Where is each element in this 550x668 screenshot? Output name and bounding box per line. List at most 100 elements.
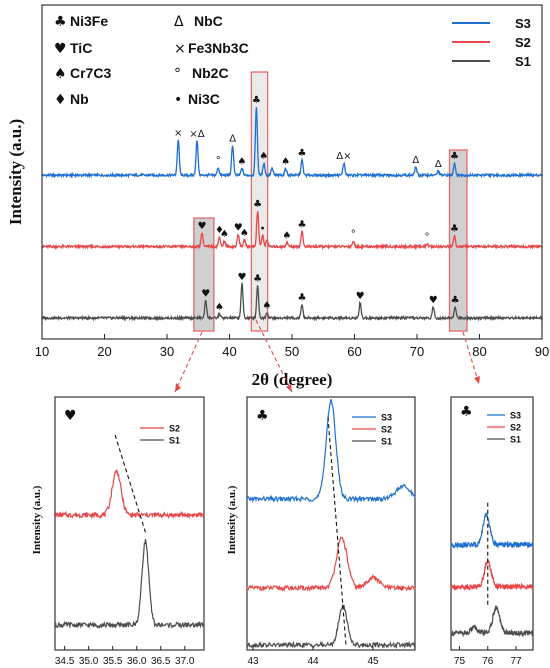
inset-series-line-s1 [246,603,416,650]
x-tick-label: 45 [367,656,379,667]
phase-legend-item: ♦ Nb [54,91,89,108]
x-tick-label: 34.5 [55,656,75,667]
x-tick-label: 35.0 [79,656,99,667]
phase-legend-item: ♠ Cr7C3 [54,65,111,82]
x-tick-label: 60 [347,344,361,359]
phase-name: TiC [70,40,92,56]
peak-marker: ♣ [298,148,307,159]
inset-series-line-s1 [54,539,205,630]
peak-marker: ° [425,232,430,243]
phase-name: Nb2C [192,65,229,81]
peak-marker: ♥ [234,222,243,233]
inset-legend-label-s1: S1 [510,435,521,445]
inset-series-line-s2 [54,469,205,519]
series-legend: S3 S2 S1 [452,16,531,69]
inset-frame [54,396,205,651]
highlight-box [448,149,468,332]
x-tick-label: 40 [222,344,236,359]
peak-marker: Δ [435,159,442,170]
panel-phase-icon: ♥ [64,408,77,424]
peak-marker: ♣ [298,292,307,303]
club-icon: ♣ [54,14,67,30]
inset-legend-label-s1: S1 [381,437,392,447]
cross-icon: × [174,41,186,57]
peak-marker: Δ [412,155,419,166]
x-tick-label: 77 [510,656,522,667]
x-tick-label: 50 [285,344,299,359]
peak-marker: ° [351,229,356,240]
peak-marker: • [260,224,266,235]
peak-marker: ×Δ [189,129,204,140]
phase-legend-item: ° Nb2C [174,65,229,82]
inset-legend-label-s2: S2 [169,424,180,434]
inset-legend-label-s1: S1 [169,436,180,446]
inset-ni3fe-44-y-axis-title: Intensity (a.u.) [226,485,238,554]
series-line-s1 [41,282,543,322]
peak-marker: ♥ [238,272,247,283]
peak-marker: ♣ [253,199,262,210]
peak-markers: × ×Δ°Δ♠♣♠ ♠♣ Δ× Δ Δ♣♥ ♦♠♥♠♣•♠♣° °♣♥♠♥ ♣♠♣ ♥ ♥ ♣ [174,95,460,313]
peak-marker: ♠ [220,229,229,240]
phase-name: Ni3C [188,91,220,107]
phase-legend-item: • Ni3C [174,91,220,108]
phase-legend-item: Δ NbC [174,13,223,30]
peak-marker: ♣ [253,273,262,284]
phase-name: Nb [70,91,89,107]
inset-ni3fe-76-panel: 75 76 77 ♣ S3 S2 S1 [450,396,534,667]
zoom-arrows [174,319,480,393]
x-tick-label: 44 [307,656,319,667]
x-tick-label: 37.0 [175,656,195,667]
main-x-ticks: 10 20 30 40 50 60 70 80 90 [35,334,549,359]
peak-marker: ♣ [450,224,459,235]
inset-legend-label-s3: S3 [510,411,521,421]
zoom-arrow-left [174,331,203,393]
inset-series-line-s2 [450,557,534,592]
inset-legend-label-s2: S2 [381,425,392,435]
peak-marker: ♠ [215,302,224,313]
peak-marker: ♠ [238,156,247,167]
zoom-arrow-left-head [175,383,181,392]
phase-legend: ♣ Ni3Fe Δ NbC ♥ TiC × Fe3Nb3C ♠ Cr7C3 ° … [54,13,249,108]
peak-marker: ♠ [263,301,272,312]
peak-marker: ♠ [283,231,292,242]
peak-marker: ♠ [240,228,249,239]
inset-ni3fe-44-panel: 43 44 45 ♣ S3 S2 S1 [246,396,416,667]
main-xrd-panel: × ×Δ°Δ♠♣♠ ♠♣ Δ× Δ Δ♣♥ ♦♠♥♠♣•♠♣° °♣♥♠♥ ♣♠♣ ♥ ♥ ♣ 10 2… [6,4,549,389]
main-y-axis-title: Intensity (a.u.) [6,119,25,225]
peak-marker: ♥ [198,221,207,232]
peak-marker: Δ [229,133,236,144]
legend-label-s1: S1 [515,54,531,69]
inset-legend-label-s3: S3 [381,413,392,423]
peak-marker: Δ× [336,151,351,162]
peak-marker: ♣ [450,151,459,162]
legend-label-s3: S3 [515,16,531,31]
inset-tic-panel: 34.5 35.0 35.5 36.0 36.5 37.0 ♥ S2 S1 [54,396,205,667]
phase-name: Cr7C3 [70,65,111,81]
phase-legend-item: ♣ Ni3Fe [54,13,108,30]
x-tick-label: 10 [35,344,49,359]
inset-frame [450,396,534,651]
peak-shift-guide [114,434,147,536]
peak-marker: ♥ [201,288,210,299]
inset-series-line-s1 [450,605,534,638]
peak-marker: ♣ [451,295,460,306]
phase-legend-item: × Fe3Nb3C [174,40,249,57]
x-tick-label: 75 [454,656,466,667]
peak-marker: ♣ [252,95,261,106]
heart-icon: ♥ [54,41,67,57]
legend-label-s2: S2 [515,35,531,50]
peak-marker: ♠ [281,156,290,167]
zoom-arrow-right-head [474,376,480,384]
x-tick-label: 30 [160,344,174,359]
x-tick-label: 43 [247,656,259,667]
phase-name: NbC [194,13,223,29]
panel-phase-icon: ♣ [256,408,269,424]
x-tick-label: 36.0 [127,656,147,667]
peak-marker: ♠ [259,151,268,162]
spade-icon: ♠ [54,66,67,82]
x-tick-label: 70 [410,344,424,359]
diamond-icon: ♦ [54,92,67,108]
phase-name: Fe3Nb3C [188,40,249,56]
dot-icon: • [174,92,182,108]
inset-series-line-s3 [246,398,416,504]
